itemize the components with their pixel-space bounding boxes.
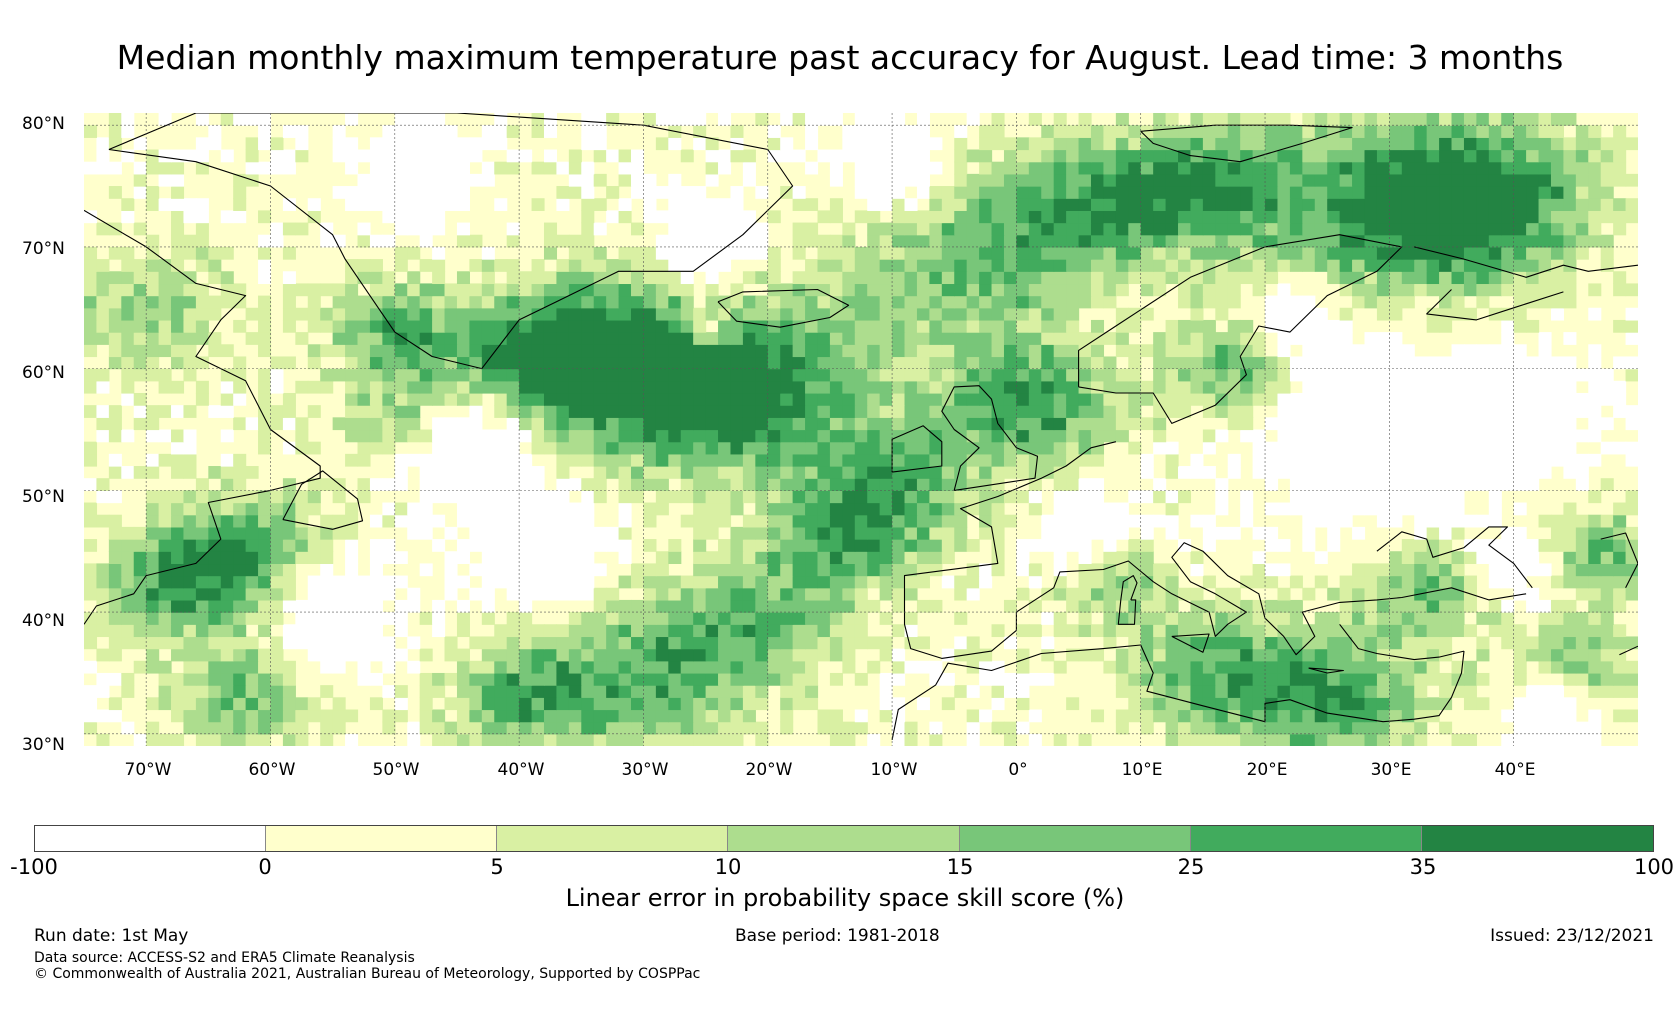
lon-label-30w: 30°W [621,760,669,780]
colorbar-segment [1190,826,1422,851]
data-source: Data source: ACCESS-S2 and ERA5 Climate … [34,950,415,966]
colorbar-tick: 15 [946,855,974,879]
lon-label-50w: 50°W [372,760,420,780]
colorbar-tick: 5 [490,855,504,879]
lat-label-50n: 50°N [22,487,65,507]
lat-label-30n: 30°N [22,735,65,755]
colorbar [34,825,1654,852]
colorbar-label: Linear error in probability space skill … [565,884,1125,912]
skill-score-map [84,113,1638,746]
colorbar-tick: 10 [714,855,742,879]
skill-score-map-canvas [84,113,1638,746]
colorbar-tick: 35 [1409,855,1437,879]
colorbar-tick: 0 [258,855,272,879]
copyright: © Commonwealth of Australia 2021, Austra… [34,966,701,982]
lat-label-60n: 60°N [22,363,65,383]
lon-label-20w: 20°W [745,760,793,780]
lon-label-40w: 40°W [497,760,545,780]
skill-score-grid [84,113,1638,746]
lon-label-20e: 20°E [1246,760,1288,780]
issued-date: Issued: 23/12/2021 [1490,926,1654,946]
colorbar-tick: 100 [1633,855,1675,879]
lon-label-60w: 60°W [248,760,296,780]
base-period: Base period: 1981-2018 [735,926,940,946]
lat-label-70n: 70°N [22,239,65,259]
colorbar-segment [728,826,960,851]
lon-label-0: 0° [1008,760,1028,780]
lon-label-30e: 30°E [1370,760,1412,780]
lon-label-40e: 40°E [1494,760,1536,780]
colorbar-segment [959,826,1191,851]
colorbar-segment [266,826,498,851]
colorbar-tick: -100 [10,855,58,879]
lon-label-70w: 70°W [124,760,172,780]
lon-label-10e: 10°E [1121,760,1163,780]
colorbar-segment [497,826,729,851]
colorbar-segment [35,826,267,851]
lat-label-40n: 40°N [22,611,65,631]
map-title: Median monthly maximum temperature past … [116,38,1564,77]
lon-label-10w: 10°W [870,760,918,780]
lat-label-80n: 80°N [22,114,65,134]
colorbar-tick: 25 [1177,855,1205,879]
graticule [84,113,1638,746]
colorbar-segment [1421,826,1653,851]
run-date: Run date: 1st May [34,926,189,946]
